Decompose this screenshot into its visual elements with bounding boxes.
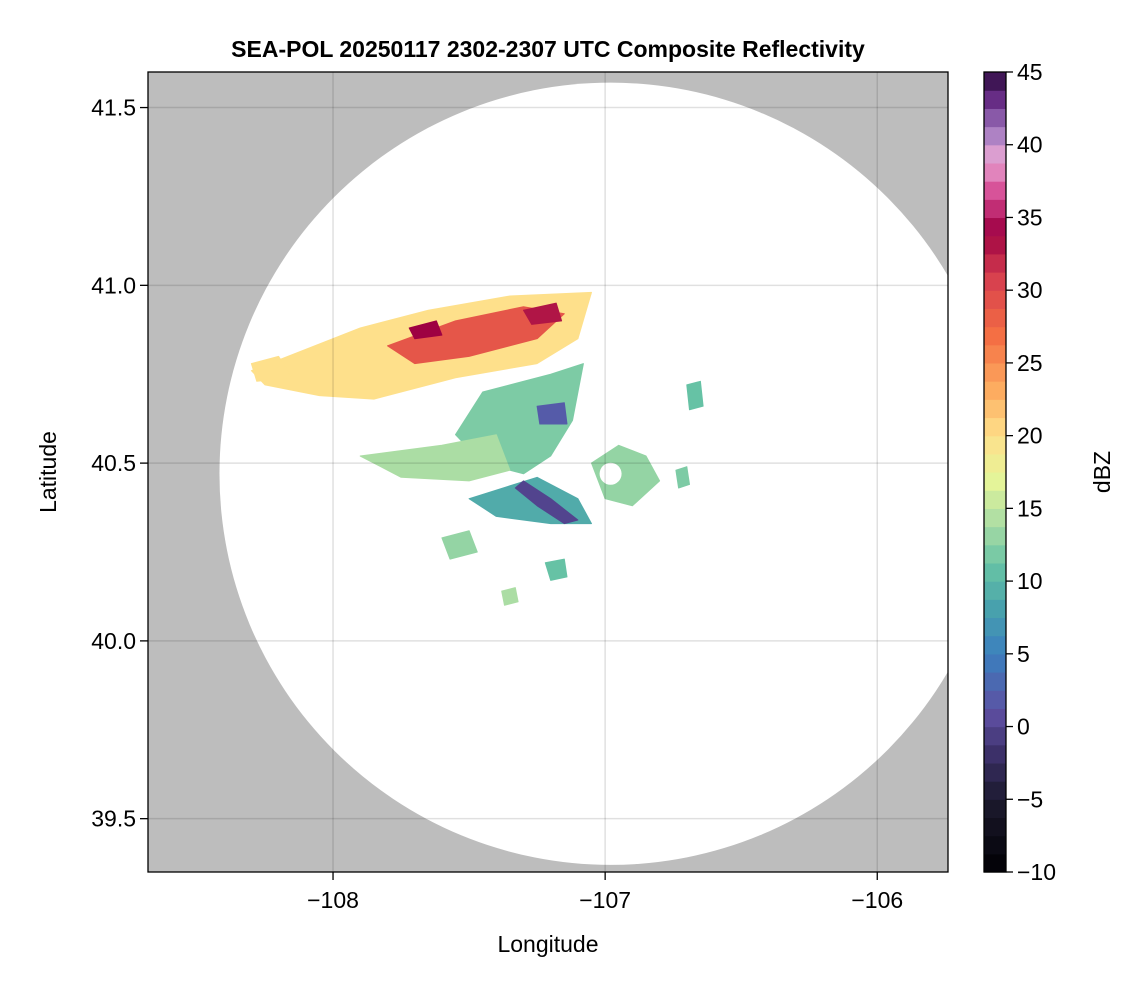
colorbar-segment <box>984 126 1006 146</box>
colorbar-segment <box>984 690 1006 709</box>
colorbar-segment <box>984 381 1006 400</box>
colorbar-tick-label: 20 <box>1017 423 1043 449</box>
colorbar-segment <box>984 199 1006 219</box>
colorbar-segment <box>984 162 1006 182</box>
colorbar-segment <box>984 835 1006 855</box>
colorbar-segment <box>984 144 1006 164</box>
echo-southwest-line <box>514 480 579 525</box>
colorbar-tick-label: 30 <box>1017 277 1043 303</box>
y-tick-label: 39.5 <box>91 806 136 832</box>
colorbar-tick-label: 35 <box>1017 204 1043 230</box>
colorbar-segment <box>984 853 1006 873</box>
colorbar-segment <box>984 181 1006 200</box>
colorbar-segment <box>984 526 1006 546</box>
colorbar-segment <box>984 635 1006 655</box>
colorbar-tick-label: 10 <box>1017 568 1043 594</box>
y-tick-label: 40.5 <box>91 450 136 476</box>
y-tick-label: 41.0 <box>91 272 136 298</box>
colorbar-segment <box>984 417 1006 437</box>
colorbar-segment <box>984 599 1006 619</box>
x-tick-label: −108 <box>307 887 359 913</box>
colorbar-segment <box>984 544 1006 564</box>
x-axis: −108 −107 −106 <box>307 872 903 913</box>
y-tick-label: 40.0 <box>91 628 136 654</box>
grid-lines <box>148 72 948 872</box>
echo-east-small-1 <box>675 466 690 489</box>
colorbar-segment <box>984 581 1006 600</box>
colorbar-segment <box>984 108 1006 128</box>
colorbar-segment <box>984 762 1006 782</box>
colorbar-segment <box>984 817 1006 837</box>
echo-east-small-2 <box>686 380 704 411</box>
echo-south-cell-3 <box>501 587 519 606</box>
x-axis-label: Longitude <box>497 931 598 957</box>
colorbar-segment <box>984 472 1006 491</box>
colorbar-segment <box>984 235 1006 255</box>
colorbar-segment <box>984 744 1006 764</box>
echo-west-arm <box>359 434 511 482</box>
echo-south-cell-1 <box>441 530 478 560</box>
colorbar-tick-label: 5 <box>1017 641 1030 667</box>
radar-coverage-disc <box>219 82 948 865</box>
echo-central-core <box>536 402 568 425</box>
colorbar-segment <box>984 672 1006 691</box>
colorbar-segment <box>984 490 1006 509</box>
echo-north-peak-east <box>523 302 563 325</box>
colorbar-segment <box>984 217 1006 237</box>
colorbar-segment <box>984 617 1006 637</box>
colorbar-segment <box>984 362 1006 382</box>
echo-north-core <box>387 306 565 365</box>
colorbar-label: dBZ <box>1089 451 1115 493</box>
colorbar-segment <box>984 653 1006 673</box>
colorbar-segment <box>984 562 1006 582</box>
echo-east-cluster <box>591 444 661 507</box>
colorbar-segment <box>984 453 1006 473</box>
colorbar-tick-label: 40 <box>1017 132 1043 158</box>
plot-frame <box>147 71 949 873</box>
y-axis: 39.5 40.0 40.5 41.0 41.5 <box>91 95 148 832</box>
colorbar-segment <box>984 308 1006 328</box>
colorbar-segment <box>984 344 1006 364</box>
reflectivity-echoes <box>250 291 704 606</box>
colorbar-segment <box>984 253 1006 273</box>
colorbar: −10 −5 0 5 10 15 20 25 30 35 40 45 <box>983 59 1056 885</box>
colorbar-segment <box>984 326 1006 346</box>
y-axis-label: Latitude <box>35 431 61 513</box>
colorbar-frame <box>983 71 1007 873</box>
colorbar-tick-label: 45 <box>1017 59 1043 85</box>
echo-north-peak-west <box>408 320 443 340</box>
echo-south-cell-2 <box>544 558 568 581</box>
colorbar-segment <box>984 290 1006 309</box>
colorbar-tick-label: 0 <box>1017 714 1030 740</box>
colorbar-tick-label: −10 <box>1017 859 1056 885</box>
colorbar-segment <box>984 708 1006 728</box>
x-tick-label: −107 <box>579 887 631 913</box>
colorbar-segment <box>984 399 1006 419</box>
colorbar-segment <box>984 272 1006 291</box>
y-tick-label: 41.5 <box>91 95 136 121</box>
colorbar-tick-label: 15 <box>1017 495 1043 521</box>
colorbar-segment <box>984 435 1006 455</box>
radar-blank-center <box>599 462 622 485</box>
colorbar-segment <box>984 726 1006 746</box>
colorbar-segment <box>984 508 1006 528</box>
chart-title: SEA-POL 20250117 2302-2307 UTC Composite… <box>231 36 865 62</box>
echo-west-fringe <box>250 355 293 382</box>
colorbar-segment <box>984 90 1006 109</box>
colorbar-segment <box>984 72 1006 91</box>
colorbar-segment <box>984 799 1006 819</box>
colorbar-segment <box>984 781 1006 800</box>
colorbar-tick-label: −5 <box>1017 786 1043 812</box>
x-tick-label: −106 <box>851 887 903 913</box>
colorbar-tick-label: 25 <box>1017 350 1043 376</box>
